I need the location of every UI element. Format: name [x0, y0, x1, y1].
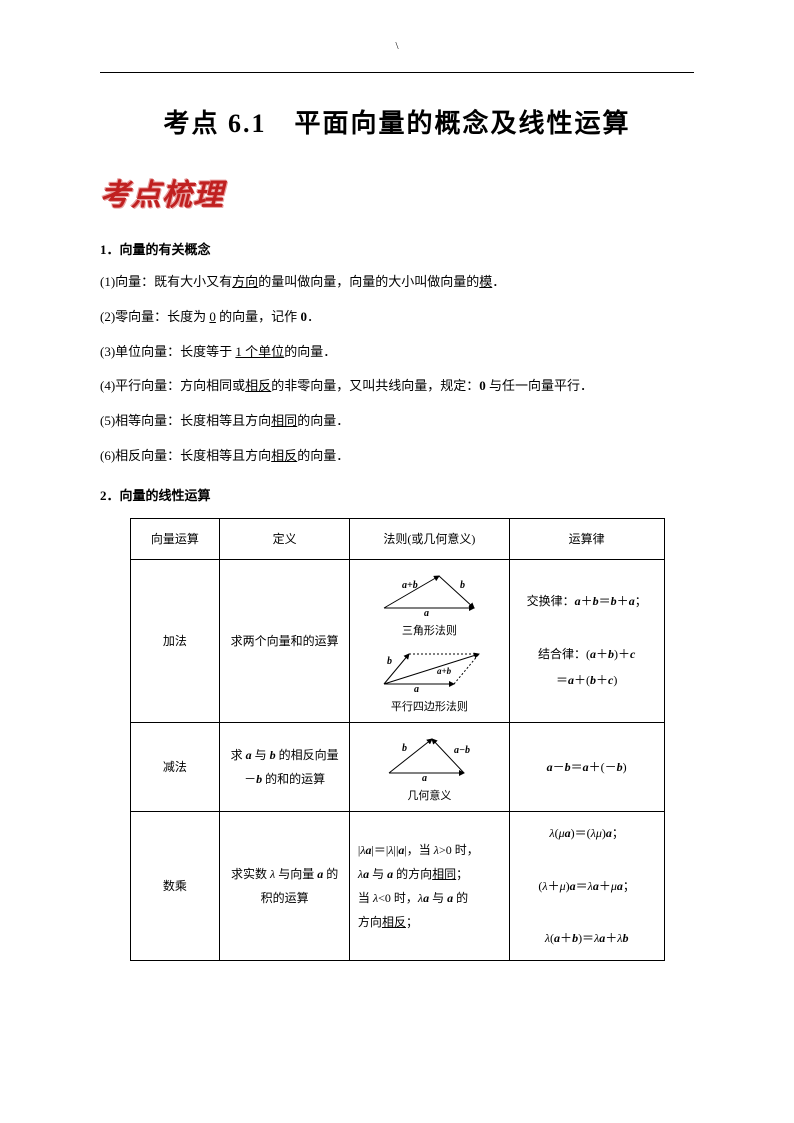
concept-item-5: (5)相等向量：长度相等且方向相同的向量．: [100, 411, 694, 432]
svg-text:a: a: [414, 684, 419, 692]
cell-mul-def: 求实数 λ 与向量 a 的积的运算: [220, 811, 350, 960]
svg-text:b: b: [460, 580, 465, 591]
subtraction-diagram: b a−b a: [374, 731, 484, 781]
concept-item-6: (6)相反向量：长度相等且方向相反的向量．: [100, 446, 694, 467]
concept-item-1: (1)向量：既有大小又有方向的量叫做向量，向量的大小叫做向量的模．: [100, 272, 694, 293]
section-banner: 考点梳理: [100, 170, 694, 214]
cell-add-rule: a+b b a 三角形法则 b a+b a 平行四边形法则: [349, 559, 509, 722]
sub-caption: 几何意义: [407, 787, 451, 803]
cell-sub-law: a－b＝a＋(－b): [509, 722, 664, 811]
operations-table: 向量运算 定义 法则(或几何意义) 运算律 加法 求两个向量和的运算 a+b b…: [130, 518, 665, 961]
parallelogram-rule-diagram: b a+b a: [369, 642, 489, 692]
cell-mul-op: 数乘: [130, 811, 220, 960]
cell-add-def: 求两个向量和的运算: [220, 559, 350, 722]
triangle-rule-diagram: a+b b a: [374, 568, 484, 616]
cell-mul-meaning: |λa|＝|λ||a|，当 λ>0 时，λa 与 a 的方向相同；当 λ<0 时…: [349, 811, 509, 960]
cell-mul-law: λ(μa)＝(λμ)a；(λ＋μ)a＝λa＋μa；λ(a＋b)＝λa＋λb: [509, 811, 664, 960]
svg-text:a: a: [422, 773, 427, 781]
concept-item-3: (3)单位向量：长度等于 1 个单位的向量．: [100, 342, 694, 363]
th-rule: 法则(或几何意义): [349, 518, 509, 559]
concept-item-4: (4)平行向量：方向相同或相反的非零向量，又叫共线向量，规定：0 与任一向量平行…: [100, 376, 694, 397]
th-def: 定义: [220, 518, 350, 559]
parallelogram-caption: 平行四边形法则: [391, 698, 468, 714]
table-row-mul: 数乘 求实数 λ 与向量 a 的积的运算 |λa|＝|λ||a|，当 λ>0 时…: [130, 811, 664, 960]
svg-text:a+b: a+b: [437, 666, 452, 676]
th-op: 向量运算: [130, 518, 220, 559]
svg-text:a+b: a+b: [402, 580, 418, 591]
section1-heading: 1．向量的有关概念: [100, 239, 694, 258]
svg-text:a: a: [424, 608, 429, 616]
page-title: 考点 6.1 平面向量的概念及线性运算: [100, 103, 694, 140]
cell-sub-def: 求 a 与 b 的相反向量－b 的和的运算: [220, 722, 350, 811]
svg-text:b: b: [387, 656, 392, 667]
horizontal-rule: [100, 72, 694, 73]
table-row-sub: 减法 求 a 与 b 的相反向量－b 的和的运算 b a−b a 几何意义 a－…: [130, 722, 664, 811]
table-row-add: 加法 求两个向量和的运算 a+b b a 三角形法则: [130, 559, 664, 722]
cell-sub-rule: b a−b a 几何意义: [349, 722, 509, 811]
concept-item-2: (2)零向量：长度为 0 的向量，记作 0．: [100, 307, 694, 328]
header-mark: \: [100, 40, 694, 52]
cell-sub-op: 减法: [130, 722, 220, 811]
cell-add-law: 交换律：a＋b＝b＋a；结合律：(a＋b)＋c＝a＋(b＋c): [509, 559, 664, 722]
svg-text:b: b: [402, 743, 407, 754]
triangle-caption: 三角形法则: [402, 622, 457, 638]
cell-add-op: 加法: [130, 559, 220, 722]
table-header-row: 向量运算 定义 法则(或几何意义) 运算律: [130, 518, 664, 559]
th-law: 运算律: [509, 518, 664, 559]
section2-heading: 2．向量的线性运算: [100, 485, 694, 504]
svg-text:a−b: a−b: [454, 745, 470, 756]
